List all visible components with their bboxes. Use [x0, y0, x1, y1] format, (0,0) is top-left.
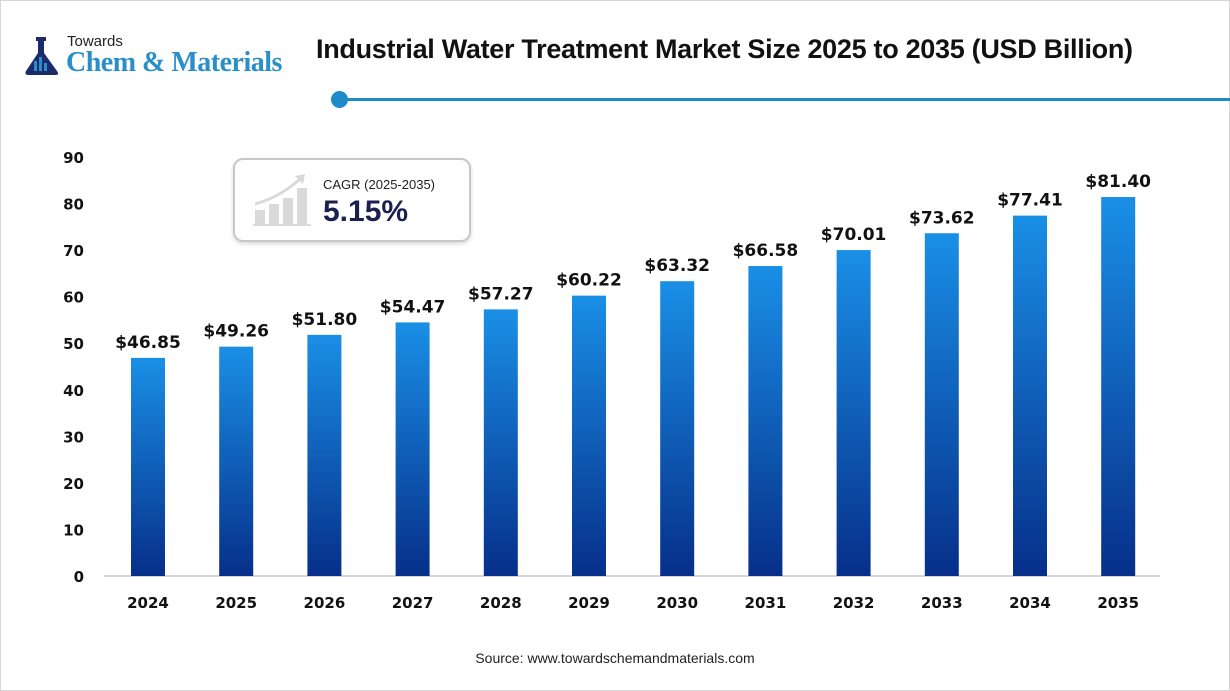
x-tick-label: 2030	[656, 594, 698, 612]
data-label: $63.32	[644, 256, 710, 276]
data-label: $81.40	[1085, 172, 1151, 192]
chart-title: Industrial Water Treatment Market Size 2…	[316, 34, 1133, 64]
data-label: $77.41	[997, 191, 1063, 211]
data-label: $51.80	[292, 310, 358, 330]
flask-icon	[25, 37, 59, 75]
data-label: $66.58	[733, 241, 799, 261]
y-tick-label: 20	[63, 475, 84, 493]
x-tick-label: 2035	[1097, 594, 1139, 612]
x-tick-label: 2024	[127, 594, 169, 612]
x-tick-label: 2029	[568, 594, 610, 612]
x-tick-label: 2028	[480, 594, 522, 612]
y-tick-label: 60	[63, 289, 84, 307]
x-tick-label: 2033	[921, 594, 963, 612]
bar-2033	[924, 233, 959, 576]
bar-2026	[307, 334, 342, 576]
growth-chart-icon	[253, 174, 311, 226]
bar-2025	[219, 346, 254, 576]
cagr-value: 5.15%	[323, 195, 409, 228]
data-label: $57.27	[468, 284, 534, 304]
bar-2035	[1101, 197, 1136, 576]
x-tick-label: 2025	[215, 594, 257, 612]
bar-2032	[836, 250, 871, 576]
y-tick-label: 50	[63, 335, 84, 353]
data-label: $49.26	[203, 322, 269, 342]
cagr-label: CAGR (2025-2035)	[323, 177, 435, 192]
data-label: $54.47	[380, 297, 446, 317]
y-tick-label: 90	[63, 149, 84, 167]
bar-2028	[483, 309, 518, 576]
bar-2034	[1013, 215, 1047, 576]
x-tick-label: 2026	[304, 594, 346, 612]
x-tick-label: 2027	[392, 594, 434, 612]
data-label: $73.62	[909, 208, 975, 228]
x-tick-label: 2032	[833, 594, 875, 612]
x-tick-label: 2034	[1009, 594, 1051, 612]
data-label: $60.22	[556, 271, 622, 291]
data-label: $46.85	[115, 333, 181, 353]
source-note: Source: www.towardschemandmaterials.com	[475, 650, 755, 666]
y-tick-label: 40	[63, 382, 84, 400]
y-tick-label: 70	[63, 242, 84, 260]
cagr-box: CAGR (2025-2035) 5.15%	[233, 158, 471, 242]
logo: Towards Chem & Materials	[22, 33, 322, 83]
y-tick-label: 30	[63, 428, 84, 446]
title-underline	[340, 98, 1230, 101]
data-label: $70.01	[821, 225, 887, 245]
y-tick-label: 10	[63, 521, 84, 539]
y-tick-label: 80	[63, 196, 84, 214]
title-underline-dot	[331, 91, 348, 108]
bar-2027	[395, 322, 430, 576]
bar-2031	[748, 266, 783, 576]
bar-2030	[660, 281, 695, 576]
y-tick-label: 0	[74, 568, 84, 586]
logo-text-towards: Towards	[67, 33, 123, 50]
bar-2024	[131, 357, 165, 576]
x-tick-label: 2031	[745, 594, 787, 612]
logo-text-brand: Chem & Materials	[66, 47, 282, 78]
bar-2029	[572, 295, 606, 576]
